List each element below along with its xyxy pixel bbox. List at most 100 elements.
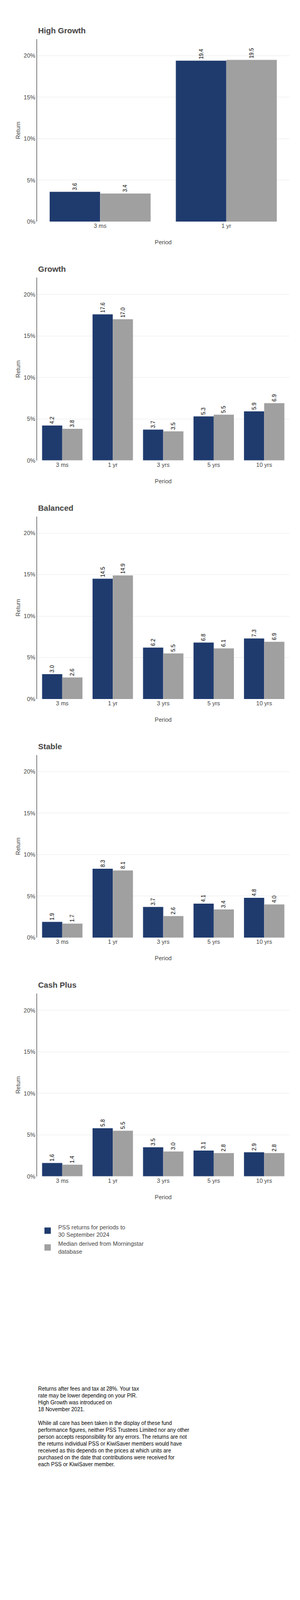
svg-text:2.9: 2.9 [251, 1143, 258, 1152]
svg-text:7.3: 7.3 [251, 629, 258, 638]
svg-text:1 yr: 1 yr [107, 461, 118, 469]
svg-text:Return: Return [14, 121, 22, 140]
svg-text:1 yr: 1 yr [221, 222, 232, 230]
svg-text:0%: 0% [26, 696, 36, 703]
svg-text:10%: 10% [23, 613, 36, 620]
svg-text:5.5: 5.5 [120, 1122, 126, 1130]
svg-text:5 yrs: 5 yrs [207, 700, 221, 707]
svg-text:10%: 10% [23, 135, 36, 142]
svg-text:10 yrs: 10 yrs [256, 461, 272, 469]
svg-text:3 yrs: 3 yrs [157, 1178, 170, 1185]
svg-text:5.8: 5.8 [100, 1119, 106, 1127]
svg-text:5%: 5% [26, 415, 36, 423]
svg-text:15%: 15% [23, 810, 36, 817]
svg-text:3.0: 3.0 [49, 665, 56, 674]
svg-text:14.9: 14.9 [120, 563, 126, 575]
svg-text:Balanced: Balanced [38, 503, 74, 513]
svg-text:Median derived from Morningsta: Median derived from Morningstardatabase [58, 1241, 144, 1256]
svg-text:3.4: 3.4 [220, 901, 227, 909]
svg-text:8.3: 8.3 [100, 860, 106, 868]
svg-text:19.4: 19.4 [198, 48, 205, 60]
svg-text:5.3: 5.3 [200, 407, 207, 415]
svg-text:1.4: 1.4 [69, 1156, 76, 1164]
svg-text:Period: Period [155, 716, 172, 724]
svg-text:3.7: 3.7 [150, 420, 157, 429]
svg-text:2.8: 2.8 [271, 1144, 278, 1152]
svg-text:17.0: 17.0 [120, 307, 126, 318]
svg-text:15%: 15% [23, 332, 36, 340]
svg-text:10%: 10% [23, 851, 36, 859]
svg-text:17.6: 17.6 [100, 302, 106, 314]
svg-text:3.4: 3.4 [122, 184, 129, 193]
svg-text:5 yrs: 5 yrs [207, 1178, 221, 1185]
svg-text:6.8: 6.8 [200, 633, 207, 642]
svg-text:3.8: 3.8 [69, 420, 76, 428]
svg-text:15%: 15% [23, 571, 36, 578]
svg-text:0%: 0% [26, 934, 36, 942]
svg-text:6.1: 6.1 [220, 639, 227, 648]
svg-text:3 ms: 3 ms [56, 700, 69, 707]
svg-text:1 yr: 1 yr [107, 939, 118, 946]
svg-text:3 yrs: 3 yrs [157, 700, 170, 707]
svg-text:5.9: 5.9 [251, 402, 258, 411]
svg-text:Return: Return [14, 1077, 22, 1095]
svg-text:5.5: 5.5 [220, 405, 227, 414]
svg-text:5%: 5% [26, 654, 36, 661]
svg-text:Period: Period [155, 478, 172, 485]
svg-text:1.9: 1.9 [49, 913, 56, 921]
svg-text:3.5: 3.5 [150, 1138, 157, 1147]
svg-text:2.6: 2.6 [170, 907, 177, 915]
svg-text:3 ms: 3 ms [56, 939, 69, 946]
svg-text:Period: Period [155, 955, 172, 962]
svg-text:15%: 15% [23, 94, 36, 101]
svg-text:5%: 5% [26, 177, 36, 184]
svg-text:High Growth: High Growth [38, 25, 86, 35]
svg-text:3.6: 3.6 [71, 183, 78, 191]
svg-text:3.1: 3.1 [200, 1142, 207, 1150]
svg-text:15%: 15% [23, 1049, 36, 1056]
svg-text:Period: Period [155, 1194, 172, 1202]
svg-text:4.0: 4.0 [271, 895, 278, 904]
svg-text:6.2: 6.2 [150, 638, 157, 647]
svg-text:20%: 20% [23, 1007, 36, 1015]
svg-text:19.5: 19.5 [248, 47, 255, 59]
svg-text:20%: 20% [23, 52, 36, 59]
svg-text:10 yrs: 10 yrs [256, 700, 272, 707]
svg-text:1.7: 1.7 [69, 914, 76, 923]
svg-text:Return: Return [14, 360, 22, 379]
svg-text:10%: 10% [23, 1091, 36, 1098]
svg-text:4.1: 4.1 [200, 895, 207, 903]
svg-text:5 yrs: 5 yrs [207, 939, 221, 946]
svg-text:3.0: 3.0 [170, 1142, 177, 1151]
svg-text:PSS returns for periods to30 S: PSS returns for periods to30 September 2… [58, 1224, 126, 1239]
svg-text:10%: 10% [23, 374, 36, 381]
svg-text:2.8: 2.8 [220, 1144, 227, 1152]
svg-text:3 ms: 3 ms [56, 461, 69, 469]
svg-text:Return: Return [14, 838, 22, 856]
svg-text:3.5: 3.5 [170, 422, 177, 430]
svg-text:20%: 20% [23, 530, 36, 537]
svg-text:1 yr: 1 yr [107, 1178, 118, 1185]
svg-text:Returns after fees and tax at: Returns after fees and tax at 28%. Your … [38, 1386, 190, 1469]
svg-text:3 ms: 3 ms [93, 222, 107, 230]
svg-text:0%: 0% [26, 218, 36, 225]
svg-text:5%: 5% [26, 893, 36, 900]
svg-text:20%: 20% [23, 291, 36, 298]
svg-text:Cash Plus: Cash Plus [38, 980, 77, 990]
svg-text:5 yrs: 5 yrs [207, 461, 221, 469]
svg-text:10 yrs: 10 yrs [256, 1178, 272, 1185]
svg-text:6.9: 6.9 [271, 632, 278, 641]
svg-text:6.9: 6.9 [271, 394, 278, 402]
svg-text:3 yrs: 3 yrs [157, 461, 170, 469]
svg-text:Growth: Growth [38, 264, 67, 274]
svg-text:10 yrs: 10 yrs [256, 939, 272, 946]
svg-text:Return: Return [14, 599, 22, 617]
svg-text:0%: 0% [26, 457, 36, 465]
svg-text:2.6: 2.6 [69, 668, 76, 677]
svg-text:4.2: 4.2 [49, 416, 56, 424]
svg-text:0%: 0% [26, 1174, 36, 1181]
svg-text:3.7: 3.7 [150, 898, 157, 906]
svg-text:1 yr: 1 yr [107, 700, 118, 707]
svg-text:3 yrs: 3 yrs [157, 939, 170, 946]
svg-text:Stable: Stable [38, 742, 62, 752]
